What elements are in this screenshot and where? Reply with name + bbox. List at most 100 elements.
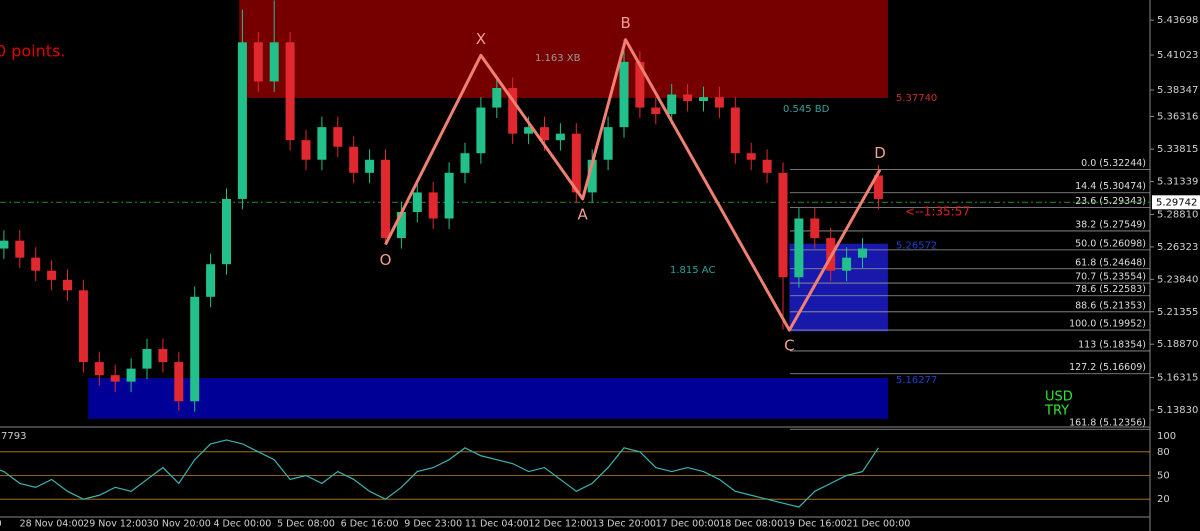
y-tick-label: 5.18870 <box>1157 339 1198 350</box>
fib-label: 38.2 (5.27549) <box>1075 219 1146 230</box>
candle-body <box>555 133 565 141</box>
candle-body <box>699 97 708 102</box>
candle-body <box>365 159 375 173</box>
candle-body <box>317 127 327 160</box>
candle-body <box>810 218 820 239</box>
candle-body <box>206 264 216 297</box>
osc-tick-label: 80 <box>1157 447 1170 458</box>
x-tick-label: 21 Dec 00:00 <box>846 519 910 530</box>
candle-body <box>778 172 788 278</box>
candle-body <box>587 159 597 193</box>
candle-body <box>412 192 422 212</box>
y-tick-label: 5.41023 <box>1157 50 1198 61</box>
pattern-point-label: X <box>476 30 486 48</box>
y-tick-label: 5.31339 <box>1157 176 1198 187</box>
candle-body <box>730 107 740 154</box>
y-tick-label: 5.38347 <box>1157 85 1198 96</box>
y-tick-label: 5.23840 <box>1157 274 1198 285</box>
candle-body <box>603 127 613 160</box>
candle-body <box>873 175 883 199</box>
osc-tick-label: 50 <box>1157 471 1170 482</box>
fib-label: 61.8 (5.24648) <box>1075 257 1146 268</box>
y-tick-label: 5.16315 <box>1157 373 1198 384</box>
xb-ratio: 1.163 XB <box>535 53 581 64</box>
fib-label: 78.6 (5.22583) <box>1075 284 1146 295</box>
pattern-point-label: D <box>874 144 886 162</box>
fib-label: 0.0 (5.32244) <box>1081 158 1146 169</box>
fib-label: 161.8 (5.12356) <box>1069 418 1146 429</box>
candle-body <box>476 107 486 154</box>
candle-body <box>619 61 629 128</box>
candle-body <box>349 146 359 173</box>
candle-body <box>190 296 200 402</box>
fib-label: 100.0 (5.19952) <box>1069 319 1146 330</box>
x-tick-label: 00:00 <box>0 519 2 530</box>
zone <box>789 243 888 332</box>
fib-label: 14.4 (5.30474) <box>1075 181 1146 192</box>
candle-body <box>142 349 152 369</box>
candle-body <box>396 211 406 239</box>
ac-ratio: 1.815 AC <box>670 265 715 276</box>
fib-label: 50.0 (5.26098) <box>1075 238 1146 249</box>
osc-tick-label: 100 <box>1157 431 1176 442</box>
x-tick-label: 9 Dec 23:00 <box>404 519 462 530</box>
x-tick-label: 11 Dec 04:00 <box>465 519 529 530</box>
y-tick-label: 5.13830 <box>1157 405 1198 416</box>
x-tick-label: 29 Nov 12:00 <box>83 519 147 530</box>
fib-label: 70.7 (5.23554) <box>1075 272 1146 283</box>
candle-body <box>794 218 804 278</box>
pattern-line <box>384 38 882 332</box>
candle-body <box>222 198 231 265</box>
candle-body <box>508 87 518 134</box>
fib-label: 88.6 (5.21353) <box>1075 300 1146 311</box>
candle-body <box>301 140 311 160</box>
candle-body <box>683 94 693 102</box>
candle-body <box>746 153 756 160</box>
candle-body <box>571 133 581 193</box>
candle-body <box>651 107 661 115</box>
y-tick-label: 5.26323 <box>1157 242 1198 253</box>
candle-body <box>0 240 9 249</box>
x-tick-label: 28 Nov 04:00 <box>20 519 84 530</box>
candle-body <box>524 127 534 134</box>
candle-body <box>15 240 25 258</box>
osc-line <box>0 439 879 508</box>
fib-label: 113 (5.18354) <box>1078 339 1146 350</box>
candle-body <box>460 153 470 173</box>
candle-body <box>635 61 645 108</box>
x-tick-label: 12 Dec 12:00 <box>528 519 592 530</box>
oscillator-name: 7793 <box>1 431 26 442</box>
zone-label: 5.26572 <box>896 241 937 252</box>
candle-body <box>285 42 295 141</box>
candle-body <box>63 279 72 291</box>
candle-body <box>78 290 88 363</box>
bd-ratio: 0.545 BD <box>783 104 830 115</box>
x-tick-label: 6 Dec 16:00 <box>341 519 399 530</box>
pattern-point-label: O <box>380 251 392 269</box>
candle-body <box>667 94 677 115</box>
zone <box>88 378 888 419</box>
x-tick-label: 5 Dec 08:00 <box>277 519 335 530</box>
usd-label: USD <box>1045 390 1073 405</box>
candle-body <box>269 42 279 82</box>
candle-body <box>158 349 168 363</box>
pattern-point-label: B <box>620 14 630 32</box>
pattern-point-label: A <box>578 205 589 223</box>
y-tick-label: 5.33815 <box>1157 144 1198 155</box>
candle-body <box>94 362 104 376</box>
candle-body <box>762 159 772 173</box>
candle-body <box>253 42 263 82</box>
points-note: 0 points. <box>0 42 66 61</box>
zone <box>239 0 888 98</box>
zone-label: 5.16277 <box>896 375 937 386</box>
x-tick-label: 4 Dec 00:00 <box>213 519 271 530</box>
fib-label: 127.2 (5.16609) <box>1069 362 1146 373</box>
timer: <--1:35:57 <box>905 205 970 219</box>
osc-tick-label: 20 <box>1157 494 1170 505</box>
zone-label: 5.37740 <box>896 93 937 104</box>
candle-body <box>540 127 549 141</box>
candle-body <box>31 257 41 271</box>
candle-body <box>428 192 438 219</box>
